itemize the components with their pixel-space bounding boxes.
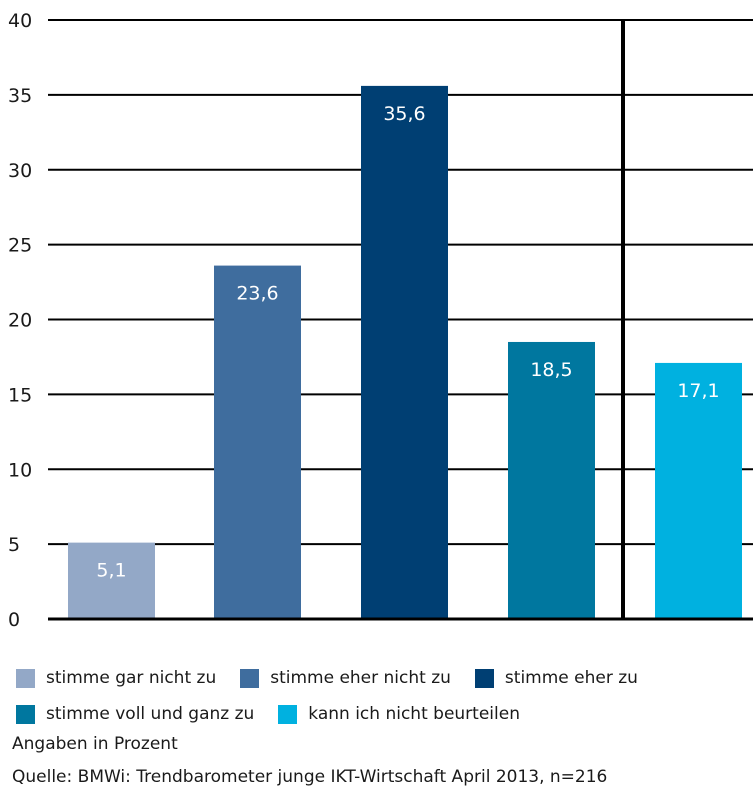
y-tick-label-5: 5 <box>8 534 20 556</box>
legend-label-2: stimme eher zu <box>504 668 638 688</box>
bar-3 <box>508 341 595 619</box>
bar-chart: 5,1 23,6 35,6 18,5 17,1 0 5 10 15 20 25 30 35 40 <box>8 10 753 631</box>
bar-1 <box>214 265 301 619</box>
bar-0 <box>68 542 155 619</box>
legend-item-3: stimme voll und ganz zu <box>16 704 254 724</box>
legend-item-2: stimme eher zu <box>474 668 638 688</box>
legend-swatch-1 <box>240 668 260 688</box>
y-tick-label-15: 15 <box>8 384 32 406</box>
legend-label-4: kann ich nicht beurteilen <box>308 704 520 724</box>
legend-swatch-2 <box>474 668 494 688</box>
legend: stimme gar nicht zu stimme eher nicht zu… <box>16 660 746 732</box>
bar-4 <box>655 362 742 619</box>
legend-label-3: stimme voll und ganz zu <box>46 704 255 724</box>
y-tick-label-30: 30 <box>8 160 32 182</box>
y-tick-label-35: 35 <box>8 85 32 107</box>
y-tick-label-40: 40 <box>8 10 32 32</box>
y-tick-label-10: 10 <box>8 459 32 481</box>
bar-value-label-3: 18,5 <box>530 359 572 381</box>
y-tick-label-20: 20 <box>8 310 32 332</box>
legend-swatch-4 <box>278 704 298 724</box>
y-tick-label-0: 0 <box>8 609 20 631</box>
bar-value-label-2: 35,6 <box>383 103 425 125</box>
bar-2 <box>361 85 448 619</box>
legend-label-0: stimme gar nicht zu <box>46 668 217 688</box>
legend-item-0: stimme gar nicht zu <box>16 668 216 688</box>
bars: 5,1 23,6 35,6 18,5 17,1 <box>68 85 742 619</box>
bar-value-label-4: 17,1 <box>677 380 719 402</box>
legend-row-1: stimme gar nicht zu stimme eher nicht zu… <box>16 660 746 696</box>
legend-swatch-0 <box>16 668 35 688</box>
y-tick-label-25: 25 <box>8 235 32 257</box>
legend-item-1: stimme eher nicht zu <box>240 668 451 688</box>
legend-row-2: stimme voll und ganz zu kann ich nicht b… <box>16 696 746 732</box>
bar-value-label-1: 23,6 <box>236 283 278 305</box>
source-note: Quelle: BMWi: Trendbarometer junge IKT-W… <box>12 767 608 787</box>
unit-note: Angaben in Prozent <box>12 734 178 754</box>
legend-label-1: stimme eher nicht zu <box>270 668 451 688</box>
bar-value-label-0: 5,1 <box>96 560 126 582</box>
y-axis-ticks: 0 5 10 15 20 25 30 35 40 <box>8 10 32 631</box>
legend-swatch-3 <box>16 704 35 724</box>
legend-item-4: kann ich nicht beurteilen <box>278 704 520 724</box>
